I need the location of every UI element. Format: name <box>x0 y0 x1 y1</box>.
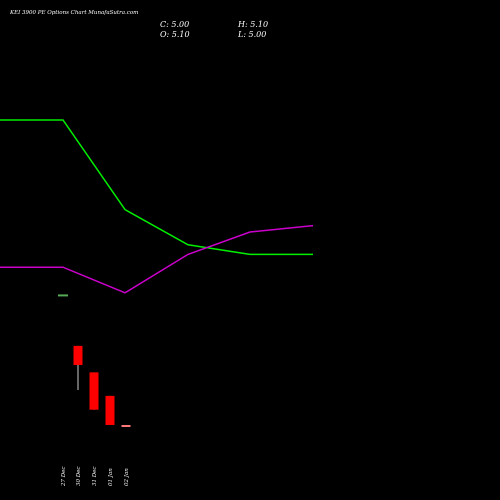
candle-body <box>89 372 99 410</box>
x-tick-label: 31 Dec <box>92 467 98 487</box>
x-tick-label: 27 Dec <box>61 467 67 488</box>
candle-body <box>73 345 83 365</box>
x-tick-label: 01 Jan <box>108 468 114 486</box>
indicator-lines <box>0 119 314 294</box>
candle-30-dec <box>73 345 83 390</box>
candle-body <box>105 395 115 425</box>
x-tick-label: 02 Jan <box>124 468 130 486</box>
candle-01-jan <box>105 395 115 425</box>
x-axis-labels: 27 Dec 30 Dec 31 Dec 01 Jan 02 Jan <box>61 467 130 488</box>
candles <box>58 294 131 427</box>
chart-title: KEI 3900 PE Options Chart MunafaSutra.co… <box>9 10 138 16</box>
candle-02-jan <box>121 425 131 427</box>
candle-31-dec <box>89 372 99 410</box>
candle-body <box>121 425 131 427</box>
indicator-line-2 <box>0 224 314 294</box>
low-readout: L: 5.00 <box>237 30 266 39</box>
candle-27-dec <box>58 294 68 297</box>
candle-body <box>58 294 68 297</box>
open-readout: O: 5.10 <box>160 30 190 39</box>
indicator-line-1 <box>0 119 313 256</box>
high-readout: H: 5.10 <box>237 20 268 29</box>
x-tick-label: 30 Dec <box>76 467 82 487</box>
close-readout: C: 5.00 <box>160 20 189 29</box>
